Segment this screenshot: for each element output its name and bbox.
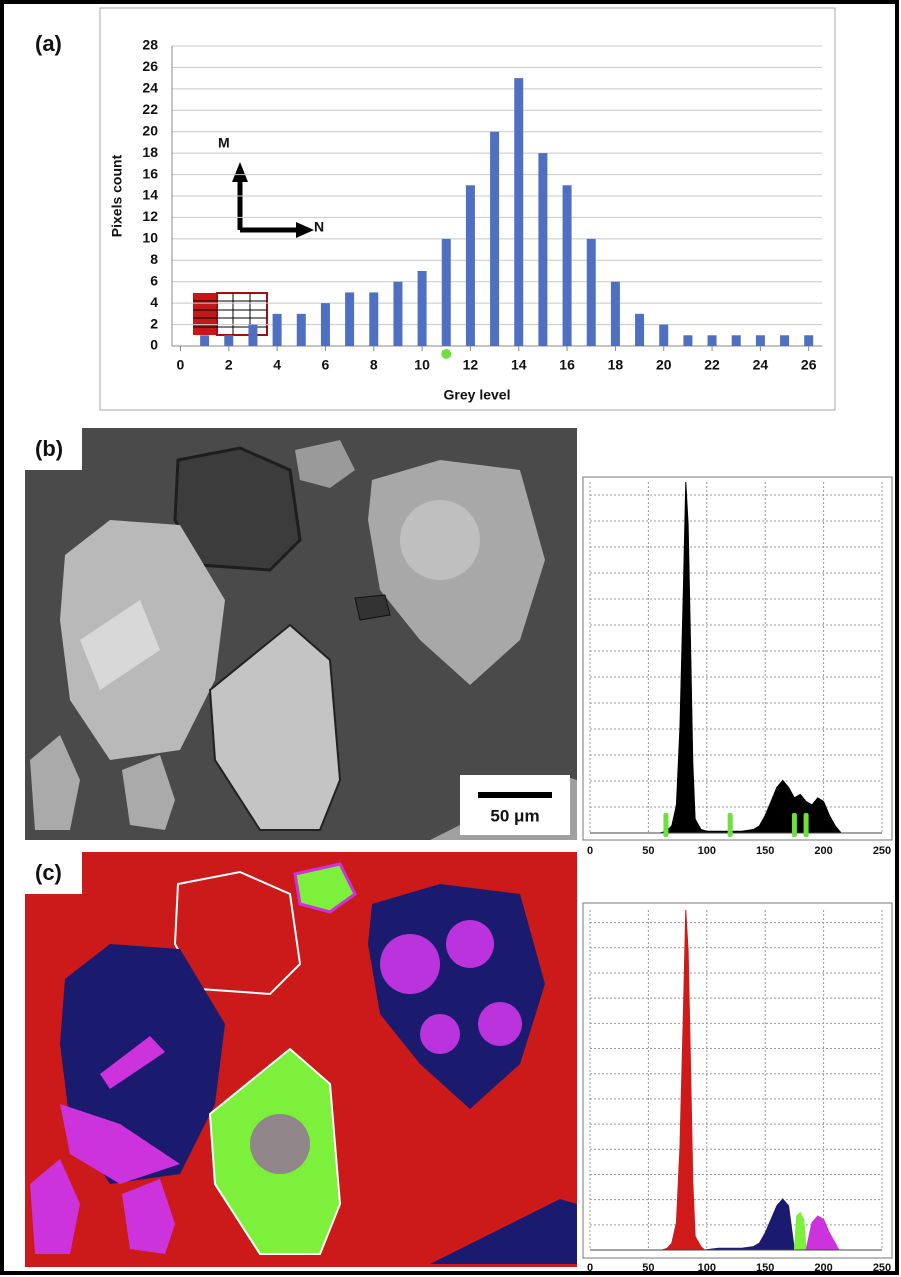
highlight-dot bbox=[441, 349, 451, 359]
y-tick-label: 6 bbox=[150, 272, 158, 288]
annotation: M bbox=[218, 135, 230, 151]
x-tick-label: 12 bbox=[463, 357, 479, 373]
panel-label: (a) bbox=[35, 31, 62, 56]
y-tick-label: 4 bbox=[150, 294, 158, 310]
y-tick-label: 2 bbox=[150, 315, 158, 331]
scale-box bbox=[460, 775, 570, 835]
threshold-marker bbox=[663, 813, 668, 837]
bar bbox=[683, 335, 692, 346]
bar bbox=[563, 185, 572, 346]
x-tick-label: 16 bbox=[559, 357, 575, 373]
y-tick-label: 10 bbox=[142, 230, 158, 246]
bar bbox=[611, 282, 620, 346]
bar bbox=[538, 153, 547, 346]
bar bbox=[708, 335, 717, 346]
x-tick-label: 50 bbox=[642, 845, 654, 857]
threshold-marker bbox=[728, 813, 733, 837]
bar bbox=[780, 335, 789, 346]
bar bbox=[659, 325, 668, 346]
bar bbox=[804, 335, 813, 346]
y-tick-label: 24 bbox=[142, 80, 158, 96]
x-tick-label: 200 bbox=[814, 1262, 832, 1274]
figure: M N (b) 50 μm (c) 0246810121416182022242… bbox=[0, 0, 901, 1277]
y-tick-label: 18 bbox=[142, 144, 158, 160]
bar bbox=[321, 303, 330, 346]
annotation: N bbox=[314, 219, 324, 235]
x-tick-label: 22 bbox=[704, 357, 720, 373]
plot-frame bbox=[583, 477, 892, 840]
y-tick-label: 14 bbox=[142, 187, 158, 203]
x-tick-label: 250 bbox=[873, 845, 891, 857]
bar bbox=[393, 282, 402, 346]
bar bbox=[418, 271, 427, 346]
x-tick-label: 10 bbox=[414, 357, 430, 373]
y-tick-label: 20 bbox=[142, 122, 158, 138]
x-tick-label: 100 bbox=[698, 1262, 716, 1274]
panel-label: (b) bbox=[35, 436, 63, 461]
x-tick-label: 14 bbox=[511, 357, 527, 373]
plot-frame bbox=[583, 903, 892, 1258]
x-tick-label: 8 bbox=[370, 357, 378, 373]
bar bbox=[466, 185, 475, 346]
bar bbox=[248, 325, 257, 346]
threshold-marker bbox=[804, 813, 809, 837]
x-tick-label: 150 bbox=[756, 845, 774, 857]
y-tick-label: 0 bbox=[150, 337, 158, 353]
bar bbox=[490, 132, 499, 346]
y-tick-label: 26 bbox=[142, 58, 158, 74]
x-tick-label: 6 bbox=[322, 357, 330, 373]
x-tick-label: 0 bbox=[587, 845, 593, 857]
y-axis-label: Pixels count bbox=[109, 154, 125, 237]
bar bbox=[442, 239, 451, 346]
bar bbox=[635, 314, 644, 346]
y-tick-label: 8 bbox=[150, 251, 158, 267]
x-tick-label: 4 bbox=[273, 357, 281, 373]
bar bbox=[587, 239, 596, 346]
bar bbox=[200, 335, 209, 346]
panel-label: (c) bbox=[35, 860, 62, 885]
x-axis-label: Grey level bbox=[444, 387, 511, 403]
x-tick-label: 2 bbox=[225, 357, 233, 373]
bar bbox=[273, 314, 282, 346]
scale-bar bbox=[478, 792, 552, 798]
bar bbox=[297, 314, 306, 346]
y-tick-label: 28 bbox=[142, 37, 158, 53]
bar bbox=[732, 335, 741, 346]
y-tick-label: 22 bbox=[142, 101, 158, 117]
bar bbox=[224, 335, 233, 346]
x-tick-label: 20 bbox=[656, 357, 672, 373]
bar bbox=[369, 292, 378, 346]
x-tick-label: 0 bbox=[177, 357, 185, 373]
x-tick-label: 24 bbox=[753, 357, 769, 373]
x-tick-label: 150 bbox=[756, 1262, 774, 1274]
bar bbox=[756, 335, 765, 346]
x-tick-label: 200 bbox=[814, 845, 832, 857]
x-tick-label: 50 bbox=[642, 1262, 654, 1274]
x-tick-label: 250 bbox=[873, 1262, 891, 1274]
threshold-marker bbox=[792, 813, 797, 837]
x-tick-label: 18 bbox=[608, 357, 624, 373]
x-tick-label: 26 bbox=[801, 357, 817, 373]
bar bbox=[514, 78, 523, 346]
segmented-image bbox=[25, 852, 577, 1267]
y-tick-label: 16 bbox=[142, 165, 158, 181]
scale-label: 50 μm bbox=[490, 806, 539, 825]
x-tick-label: 0 bbox=[587, 1262, 593, 1274]
y-tick-label: 12 bbox=[142, 208, 158, 224]
x-tick-label: 100 bbox=[698, 845, 716, 857]
bar bbox=[345, 292, 354, 346]
